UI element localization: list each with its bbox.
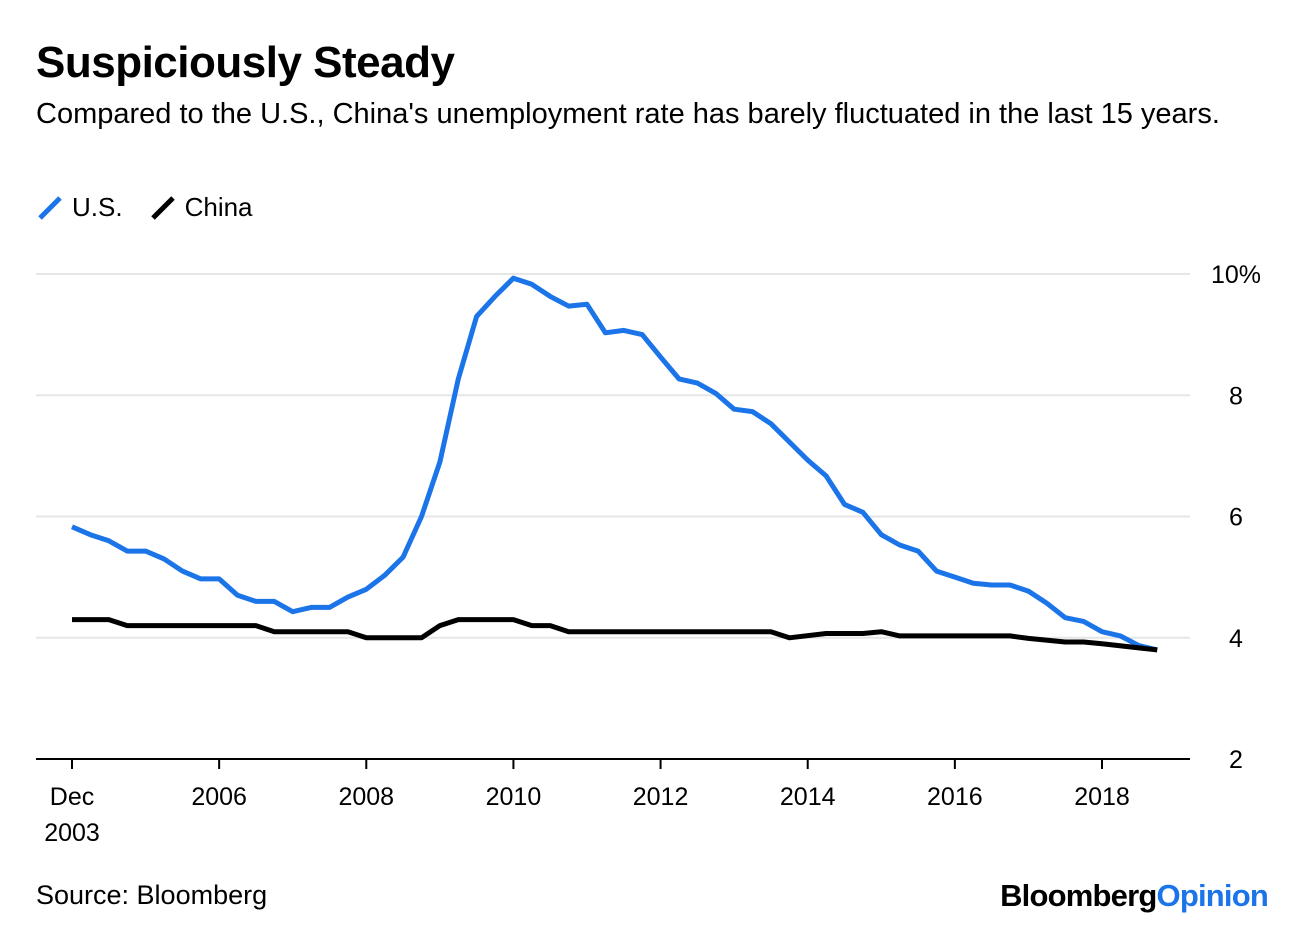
- x-tick-label-year: 2003: [44, 819, 100, 847]
- y-tick-label: 6: [1229, 504, 1243, 532]
- legend-label-us: U.S.: [72, 192, 123, 222]
- series-line-us: [71, 275, 1158, 653]
- x-tick-label: 2010: [486, 783, 542, 811]
- y-tick-label: 8: [1229, 382, 1243, 410]
- gridlines: [36, 273, 1190, 639]
- source-note: Source: Bloomberg: [36, 880, 268, 910]
- legend: U.S. China: [36, 192, 279, 223]
- brand-logo-bloomberg: Bloomberg: [1000, 878, 1157, 913]
- legend-label-china: China: [184, 192, 253, 222]
- brand-logo: BloombergOpinion: [1000, 878, 1269, 914]
- x-tick-label: 2016: [927, 783, 983, 811]
- x-tick-label: 2006: [191, 783, 247, 811]
- legend-item-us: U.S.: [36, 192, 123, 223]
- x-tick-label: 2018: [1074, 783, 1130, 811]
- legend-item-china: China: [149, 192, 253, 223]
- x-tick-label: 2008: [338, 783, 394, 811]
- y-tick-label: 10%: [1211, 261, 1261, 289]
- brand-logo-opinion: Opinion: [1156, 878, 1269, 913]
- chart-title: Suspiciously Steady: [36, 38, 455, 87]
- x-tick-label: 2014: [780, 783, 836, 811]
- x-tick-label: Dec: [50, 783, 94, 811]
- line-chart: 2 4 6 8 10% Dec 2003 2006 2008 2010 2012 2014 2016 2…: [36, 261, 1261, 847]
- chart-subtitle: Compared to the U.S., China's unemployme…: [36, 98, 1220, 130]
- y-tick-label: 2: [1229, 746, 1243, 774]
- legend-swatch-china: [150, 195, 175, 220]
- series-line-china: [72, 617, 1158, 653]
- data-series: [71, 275, 1158, 653]
- x-tick-label: 2012: [633, 783, 689, 811]
- y-tick-label: 4: [1229, 625, 1243, 653]
- x-axis: Dec 2003 2006 2008 2010 2012 2014 2016 2018: [36, 758, 1190, 847]
- legend-swatch-us: [38, 195, 62, 220]
- y-axis-ticks: 2 4 6 8 10%: [1211, 261, 1261, 774]
